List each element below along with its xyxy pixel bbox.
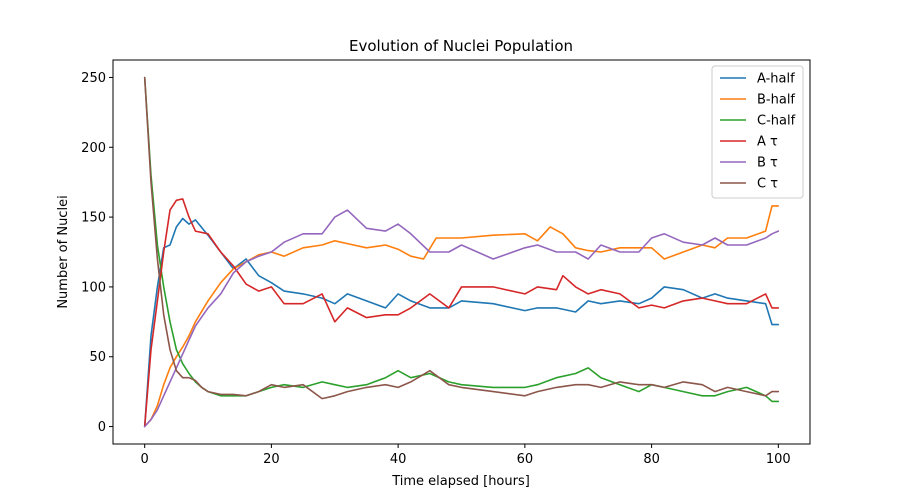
x-tick-label: 0 <box>141 452 149 467</box>
chart-title: Evolution of Nuclei Population <box>349 37 573 55</box>
x-axis-label: Time elapsed [hours] <box>391 474 530 489</box>
y-tick-label: 200 <box>81 141 106 156</box>
legend-label: A τ <box>757 135 778 150</box>
y-tick-label: 100 <box>81 280 106 295</box>
y-axis-label: Number of Nuclei <box>56 195 71 308</box>
series-line-a-half <box>143 217 780 428</box>
legend-label: C-half <box>757 114 796 129</box>
x-tick-label: 40 <box>390 452 407 467</box>
series-line-a <box>143 198 780 428</box>
legend: A-half B-half C-half A τ B τ C τ <box>711 65 804 199</box>
x-tick-label: 60 <box>517 452 534 467</box>
series-line-b <box>143 209 780 428</box>
x-tick-label: 20 <box>263 452 280 467</box>
series-line-b-half <box>143 205 780 428</box>
y-tick-label: 250 <box>81 71 106 86</box>
legend-label: B-half <box>757 93 795 108</box>
y-tick-label: 0 <box>98 420 106 435</box>
x-tick-label: 80 <box>643 452 660 467</box>
legend-label: C τ <box>757 177 778 192</box>
y-tick-label: 150 <box>81 211 106 226</box>
y-tick-label: 50 <box>89 350 106 365</box>
x-tick-label: 100 <box>766 452 791 467</box>
plot-area-frame <box>112 59 811 445</box>
series-line-c <box>143 76 780 400</box>
legend-label: A-half <box>757 72 795 87</box>
legend-label: B τ <box>757 156 778 171</box>
